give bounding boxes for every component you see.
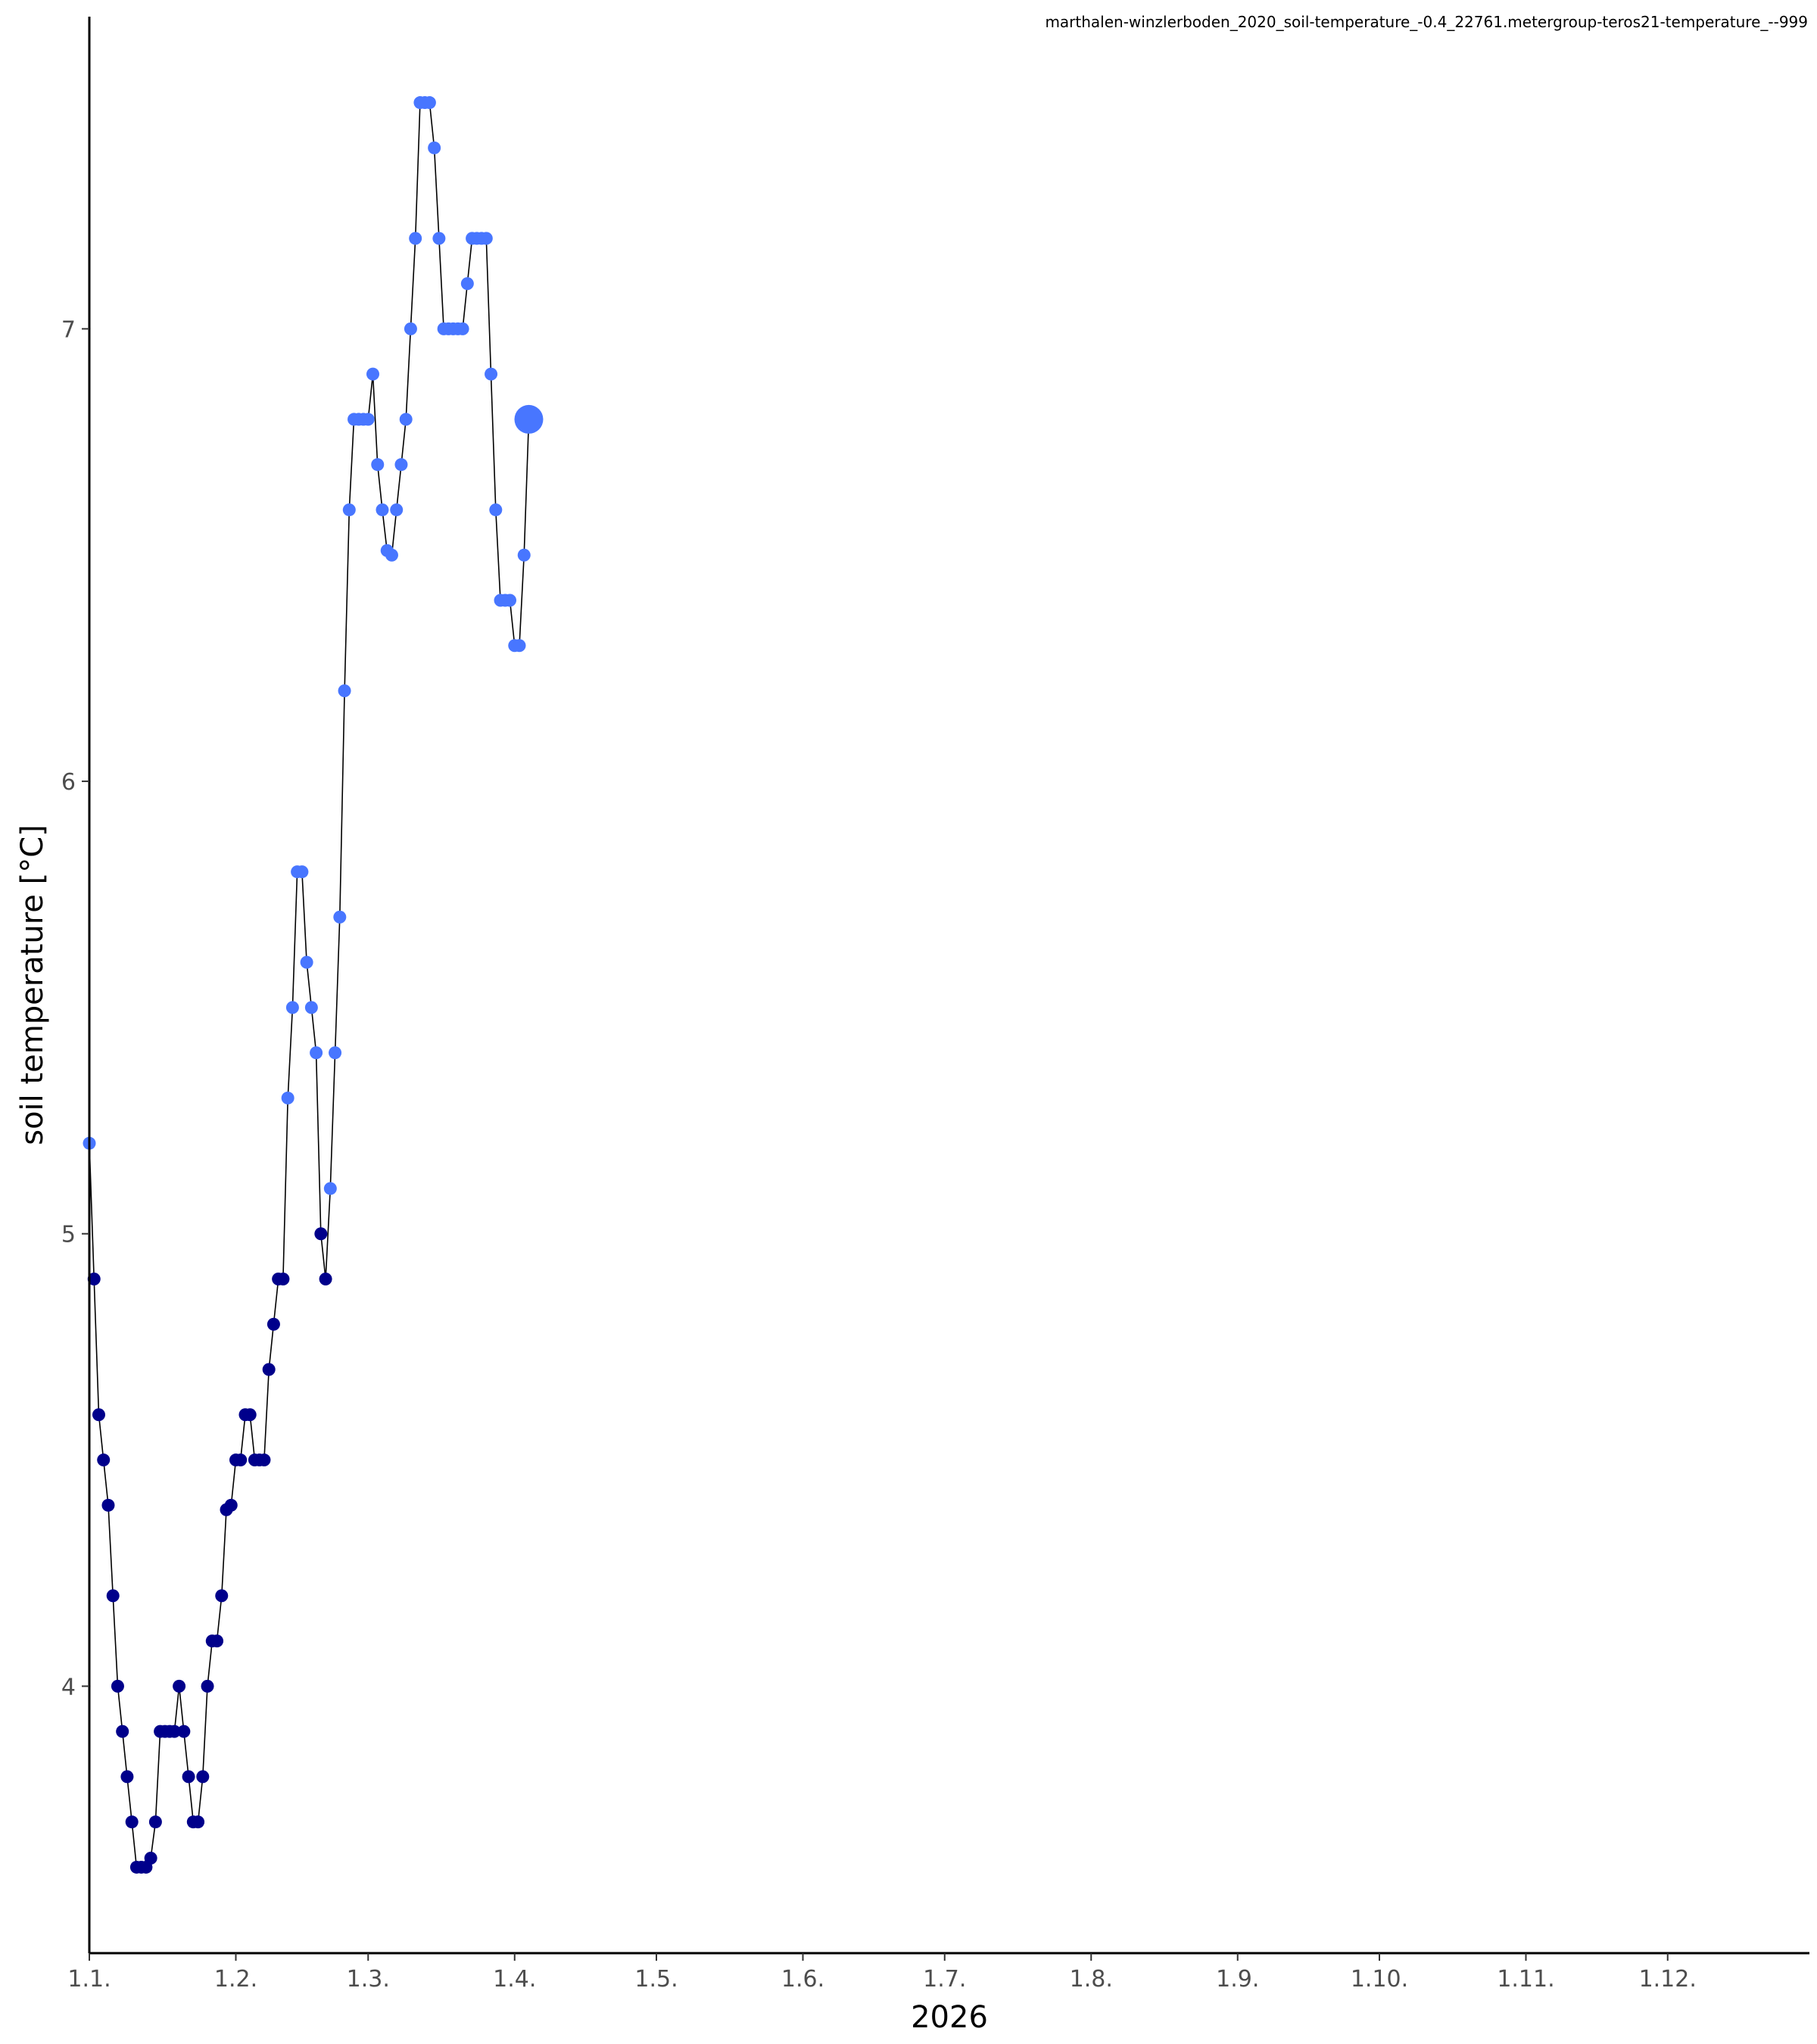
- series-line-layer: [89, 101, 530, 1868]
- data-point: [371, 458, 385, 472]
- data-point: [456, 322, 469, 335]
- data-point: [148, 1815, 162, 1829]
- data-point: [257, 1454, 271, 1467]
- data-point: [409, 232, 422, 245]
- data-point: [210, 1634, 224, 1648]
- x-tick-label: 1.2.: [214, 1966, 257, 1993]
- data-point: [399, 413, 413, 426]
- data-point: [111, 1679, 124, 1693]
- data-point: [167, 1725, 181, 1738]
- data-point: [390, 503, 404, 516]
- data-point: [517, 548, 531, 562]
- x-tick-label: 1.1.: [67, 1966, 111, 1993]
- data-point: [376, 503, 389, 516]
- data-point: [460, 277, 474, 291]
- y-axis-ticks: 4 5 6 7: [61, 316, 89, 1700]
- data-point: [192, 1815, 205, 1829]
- data-point: [116, 1725, 129, 1738]
- data-point: [310, 1046, 323, 1060]
- y-tick-label: 7: [61, 316, 76, 343]
- series-line: [89, 101, 530, 1868]
- data-point: [479, 232, 493, 245]
- data-point: [285, 1001, 299, 1014]
- data-point: [489, 503, 503, 516]
- data-point: [385, 548, 398, 562]
- data-point: [323, 1182, 337, 1195]
- data-point: [120, 1770, 134, 1784]
- data-point: [92, 1408, 105, 1422]
- x-tick-label: 1.10.: [1351, 1966, 1408, 1993]
- data-point: [422, 96, 436, 110]
- data-point: [300, 955, 313, 969]
- x-tick-label: 1.4.: [493, 1966, 536, 1993]
- x-tick-label: 1.11.: [1497, 1966, 1554, 1993]
- x-tick-label: 1.7.: [923, 1966, 966, 1993]
- data-point: [295, 865, 309, 879]
- y-axis-title: soil temperature [°C]: [15, 824, 50, 1145]
- data-point: [177, 1725, 191, 1738]
- data-point: [361, 413, 375, 426]
- x-axis-ticks: 1.1. 1.2. 1.3. 1.4. 1.5. 1.6. 1.7. 1.8. 1.9. 1.10…: [67, 1953, 1697, 1993]
- data-point: [106, 1589, 120, 1603]
- x-tick-label: 1.5.: [634, 1966, 678, 1993]
- chart-title: marthalen-winzlerboden_2020_soil-tempera…: [1045, 13, 1808, 31]
- data-point: [87, 1272, 101, 1285]
- x-tick-label: 1.3.: [347, 1966, 390, 1993]
- series-points-layer: [83, 96, 544, 1874]
- latest-data-point: [514, 404, 544, 434]
- x-tick-label: 1.6.: [781, 1966, 824, 1993]
- data-point: [215, 1589, 229, 1603]
- data-point: [394, 458, 408, 472]
- data-point: [428, 141, 441, 154]
- data-point: [97, 1454, 111, 1467]
- y-tick-label: 5: [61, 1222, 76, 1248]
- data-point: [144, 1851, 157, 1865]
- data-point: [224, 1498, 238, 1512]
- data-point: [234, 1454, 248, 1467]
- data-point: [342, 503, 356, 516]
- data-point: [173, 1679, 186, 1693]
- y-tick-label: 6: [61, 769, 76, 796]
- data-point: [125, 1815, 139, 1829]
- data-point: [243, 1408, 257, 1422]
- data-point: [329, 1046, 342, 1060]
- x-tick-label: 1.12.: [1639, 1966, 1697, 1993]
- data-point: [201, 1679, 214, 1693]
- data-point: [333, 910, 347, 924]
- data-point: [182, 1770, 195, 1784]
- data-point: [485, 367, 498, 381]
- data-point: [266, 1317, 280, 1331]
- data-point: [314, 1227, 328, 1241]
- data-point: [304, 1001, 318, 1014]
- data-point: [101, 1498, 115, 1512]
- data-point: [432, 232, 446, 245]
- x-tick-label: 1.8.: [1070, 1966, 1113, 1993]
- data-point: [338, 684, 351, 698]
- y-tick-label: 4: [61, 1674, 76, 1700]
- data-point: [404, 322, 417, 335]
- data-point: [503, 594, 517, 607]
- data-point: [319, 1272, 332, 1285]
- x-axis-title: 2026: [911, 2000, 988, 2035]
- data-point: [366, 367, 380, 381]
- data-point: [276, 1272, 290, 1285]
- data-point: [281, 1091, 295, 1105]
- data-point: [196, 1770, 210, 1784]
- data-point: [513, 639, 526, 653]
- data-point: [262, 1363, 276, 1376]
- x-tick-label: 1.9.: [1216, 1966, 1259, 1993]
